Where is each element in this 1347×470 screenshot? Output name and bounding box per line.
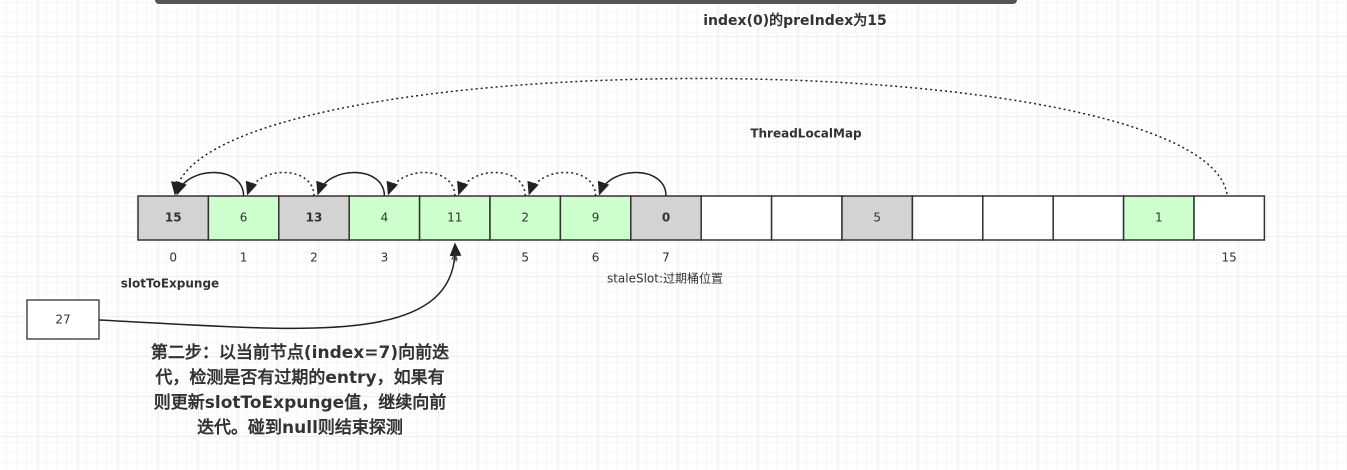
index-label: 0 xyxy=(169,251,177,265)
step-line: 第二步：以当前节点(index=7)向前迭 xyxy=(151,342,449,363)
index-label: 15 xyxy=(1222,251,1237,265)
index-label: 1 xyxy=(240,251,248,265)
cell xyxy=(1052,195,1125,241)
value-box-label: 27 xyxy=(55,313,70,327)
cell xyxy=(700,195,773,241)
step-text: 第二步：以当前节点(index=7)向前迭代，检测是否有过期的entry，如果有… xyxy=(151,342,449,438)
step-line: 代，检测是否有过期的entry，如果有 xyxy=(154,367,444,388)
cell xyxy=(489,195,562,241)
top-bar xyxy=(155,0,1017,4)
title: index(0)的preIndex为15 xyxy=(703,12,886,29)
cell xyxy=(911,195,984,241)
cell xyxy=(1193,195,1266,241)
index-label: 2 xyxy=(310,251,318,265)
cell-label: 11 xyxy=(447,211,462,225)
index-label: 4 xyxy=(451,251,459,265)
step-line: 迭代。碰到null则结束探测 xyxy=(197,417,403,438)
chain-arrow xyxy=(175,171,245,197)
cell-label: 5 xyxy=(873,211,881,225)
cell xyxy=(137,195,210,241)
cell-label: 9 xyxy=(592,211,600,225)
cell-label: 0 xyxy=(662,211,670,225)
stale-label: staleSlot:过期桶位置 xyxy=(607,271,723,286)
wrap-arrow xyxy=(171,77,1228,196)
cell xyxy=(770,195,843,241)
map-label: ThreadLocalMap xyxy=(750,127,862,141)
box-arrow xyxy=(98,242,462,330)
slot-label: slotToExpunge xyxy=(121,277,219,291)
cell xyxy=(982,195,1054,241)
cell-row: 15 6 13 4 11 2 9 0 5 10 1 2 3 4 5 6 7 15 xyxy=(137,171,1266,265)
cell-label: 13 xyxy=(306,211,323,225)
cell xyxy=(1122,195,1195,241)
index-label: 5 xyxy=(521,251,529,265)
cell-label: 6 xyxy=(240,211,248,225)
index-label: 6 xyxy=(592,251,600,265)
index-label: 7 xyxy=(662,251,670,265)
cell xyxy=(630,195,702,241)
cell xyxy=(841,195,914,241)
chain-arrow xyxy=(597,171,667,197)
cell-label: 1 xyxy=(1155,211,1163,225)
value-box xyxy=(26,299,100,340)
index-label: 3 xyxy=(381,251,389,265)
chain-arrow xyxy=(316,171,386,197)
step-line: 则更新slotToExpunge值，继续向前 xyxy=(154,392,446,413)
cell-label: 4 xyxy=(381,211,389,225)
cell-label: 15 xyxy=(165,211,182,225)
cell-label: 2 xyxy=(521,211,529,225)
